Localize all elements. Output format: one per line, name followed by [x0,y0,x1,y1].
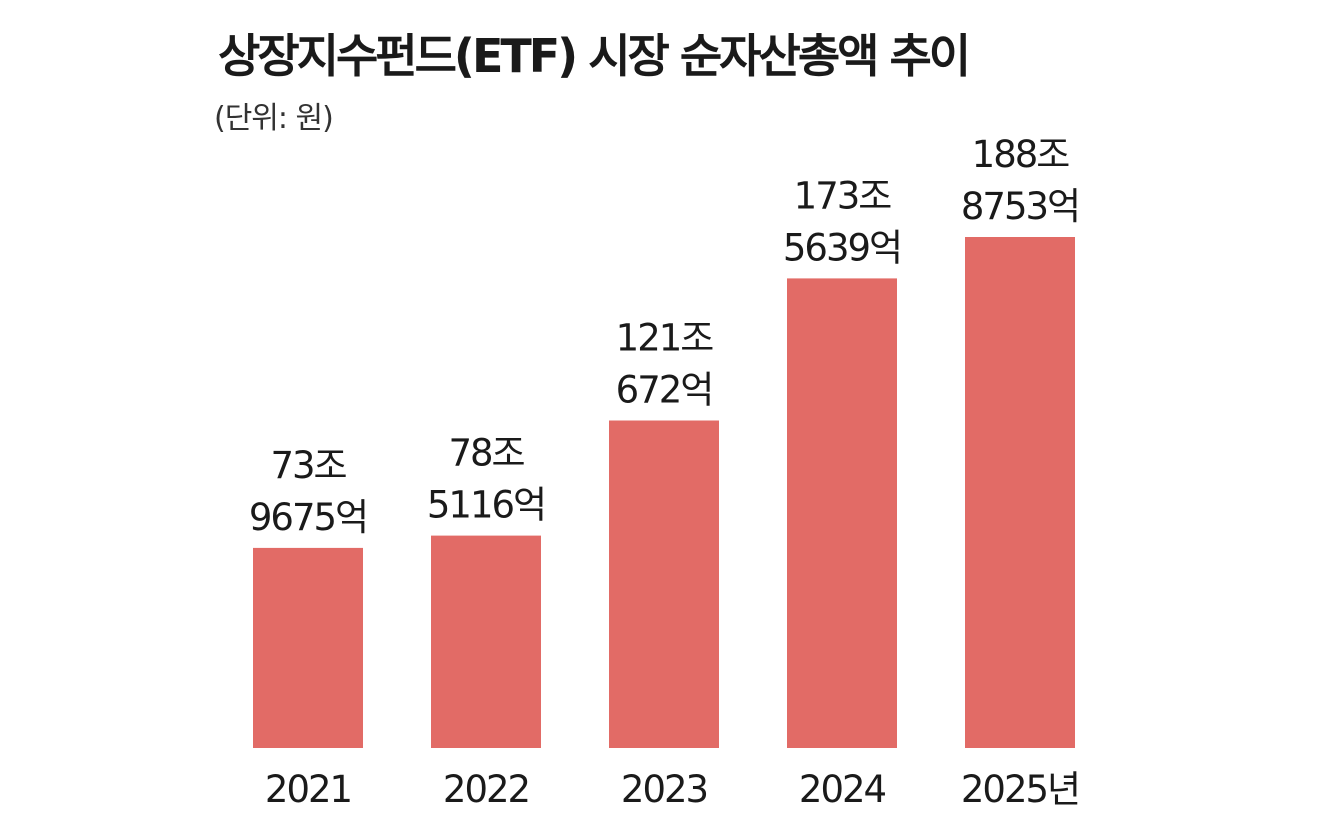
x-tick-label-4: 2025년 [961,768,1079,811]
value-label-4-1: 8753억 [961,185,1079,228]
value-label-1-0: 78조 [448,432,524,475]
chart-title: 상장지수펀드(ETF) 시장 순자산총액 추이 [218,29,971,83]
x-tick-label-1: 2022 [443,768,529,811]
value-label-1-1: 5116억 [427,484,545,527]
value-label-4-0: 188조 [972,133,1070,176]
bar-0 [253,547,363,748]
bar-2 [609,420,719,748]
value-label-0-0: 73조 [270,444,346,487]
value-label-3-1: 5639억 [783,226,901,269]
value-label-2-0: 121조 [616,317,714,360]
x-tick-label-3: 2024 [799,768,886,811]
x-tick-label-2: 2023 [621,768,707,811]
value-label-3-0: 173조 [794,174,892,217]
value-label-0-1: 9675억 [249,496,367,539]
bar-1 [431,535,541,748]
value-label-2-1: 672억 [616,369,713,412]
chart-unit-note: (단위: 원) [214,101,334,136]
x-tick-label-0: 2021 [265,768,351,811]
bar-3 [787,278,897,748]
bar-4 [965,237,1075,748]
